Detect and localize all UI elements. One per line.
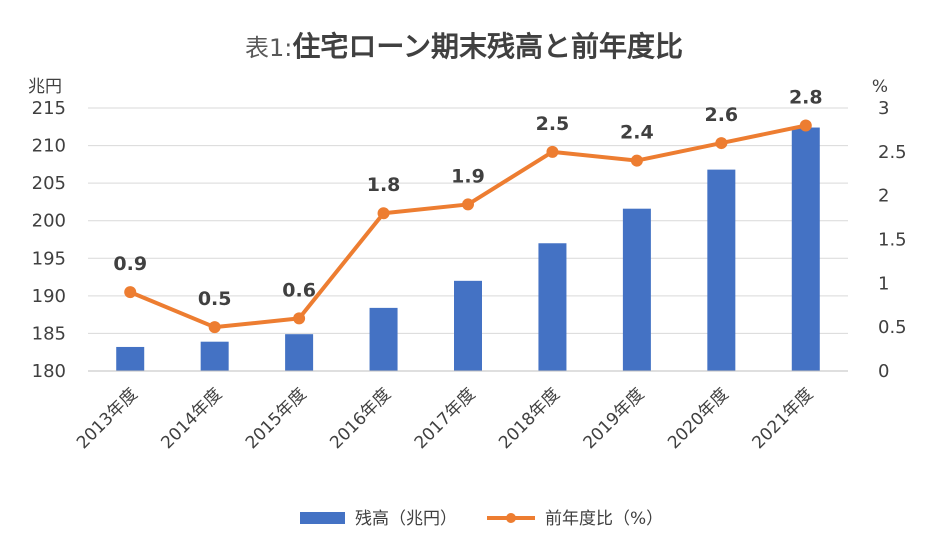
y-left-tick-label: 190 (32, 286, 66, 307)
legend-line-label: 前年度比（%） (545, 509, 663, 529)
data-label: 2.8 (789, 87, 823, 109)
line-marker (715, 137, 728, 150)
x-tick-label: 2018年度 (495, 384, 564, 453)
bar (538, 243, 567, 371)
x-tick-label: 2015年度 (242, 384, 311, 453)
y-left-unit-label: 兆円 (28, 77, 62, 97)
legend: 残高（兆円） 前年度比（%） (300, 509, 663, 529)
data-label: 1.8 (367, 174, 401, 196)
data-label: 0.6 (282, 279, 316, 301)
legend-bar-swatch (300, 512, 345, 524)
line-marker (546, 145, 559, 158)
line-series (124, 119, 812, 334)
x-tick-label: 2017年度 (411, 384, 480, 453)
x-tick-label: 2021年度 (749, 384, 818, 453)
legend-line-marker (506, 513, 516, 523)
y-right-tick-label: 2.5 (878, 142, 907, 163)
x-tick-label: 2019年度 (580, 384, 649, 453)
y-left-tick-label: 185 (32, 323, 66, 344)
y-left-tick-label: 215 (32, 98, 66, 119)
y-left-tick-label: 180 (32, 361, 66, 382)
line-marker (377, 207, 390, 220)
bar (707, 169, 736, 371)
line-marker (462, 198, 474, 211)
y-right-tick-label: 0 (878, 361, 889, 382)
legend-bar-label: 残高（兆円） (355, 509, 457, 529)
y-right-tick-label: 0.5 (878, 317, 907, 338)
chart-title-prefix: 表1: (245, 34, 292, 62)
data-label: 2.4 (620, 122, 654, 144)
line-marker (799, 119, 812, 132)
y-right-axis: 0 0.5 1 1.5 2 2.5 3 (878, 98, 907, 382)
bar (200, 341, 229, 371)
x-tick-label: 2016年度 (326, 384, 395, 453)
data-label: 0.9 (113, 253, 147, 275)
y-left-tick-label: 200 (32, 211, 66, 232)
bar (454, 280, 482, 371)
y-left-tick-label: 205 (32, 173, 66, 194)
bar (791, 127, 820, 371)
x-tick-label: 2020年度 (664, 384, 733, 453)
y-left-axis: 180 185 190 195 200 205 210 215 (32, 98, 66, 382)
y-right-unit-label: % (872, 77, 888, 97)
data-label: 0.5 (198, 288, 232, 310)
line-marker (208, 321, 221, 334)
x-axis: 2013年度 2014年度 2015年度 2016年度 2017年度 2018年度 2019… (73, 370, 848, 453)
bar (369, 307, 398, 371)
x-tick-label: 2014年度 (157, 384, 226, 453)
chart-title-main: 住宅ローン期末残高と前年度比 (292, 30, 683, 63)
y-right-tick-label: 3 (878, 98, 889, 119)
y-right-tick-label: 1 (878, 273, 889, 294)
line-marker (630, 154, 643, 167)
bar (622, 208, 651, 371)
x-tick-label: 2013年度 (73, 384, 142, 453)
line-marker (124, 286, 137, 299)
bar (285, 334, 314, 371)
line-marker (293, 312, 306, 325)
data-label: 1.9 (451, 165, 485, 187)
data-labels: 0.9 0.5 0.6 1.8 1.9 2.5 2.4 2.6 2.8 (113, 87, 822, 311)
bar-series (116, 127, 820, 371)
y-right-tick-label: 2 (878, 186, 889, 207)
y-left-tick-label: 195 (32, 248, 66, 269)
bar (116, 346, 145, 371)
y-left-tick-label: 210 (32, 136, 66, 157)
data-label: 2.6 (704, 104, 738, 126)
y-right-tick-label: 1.5 (878, 230, 907, 251)
chart-title: 表1:住宅ローン期末残高と前年度比 (245, 30, 683, 63)
data-label: 2.5 (536, 113, 570, 135)
